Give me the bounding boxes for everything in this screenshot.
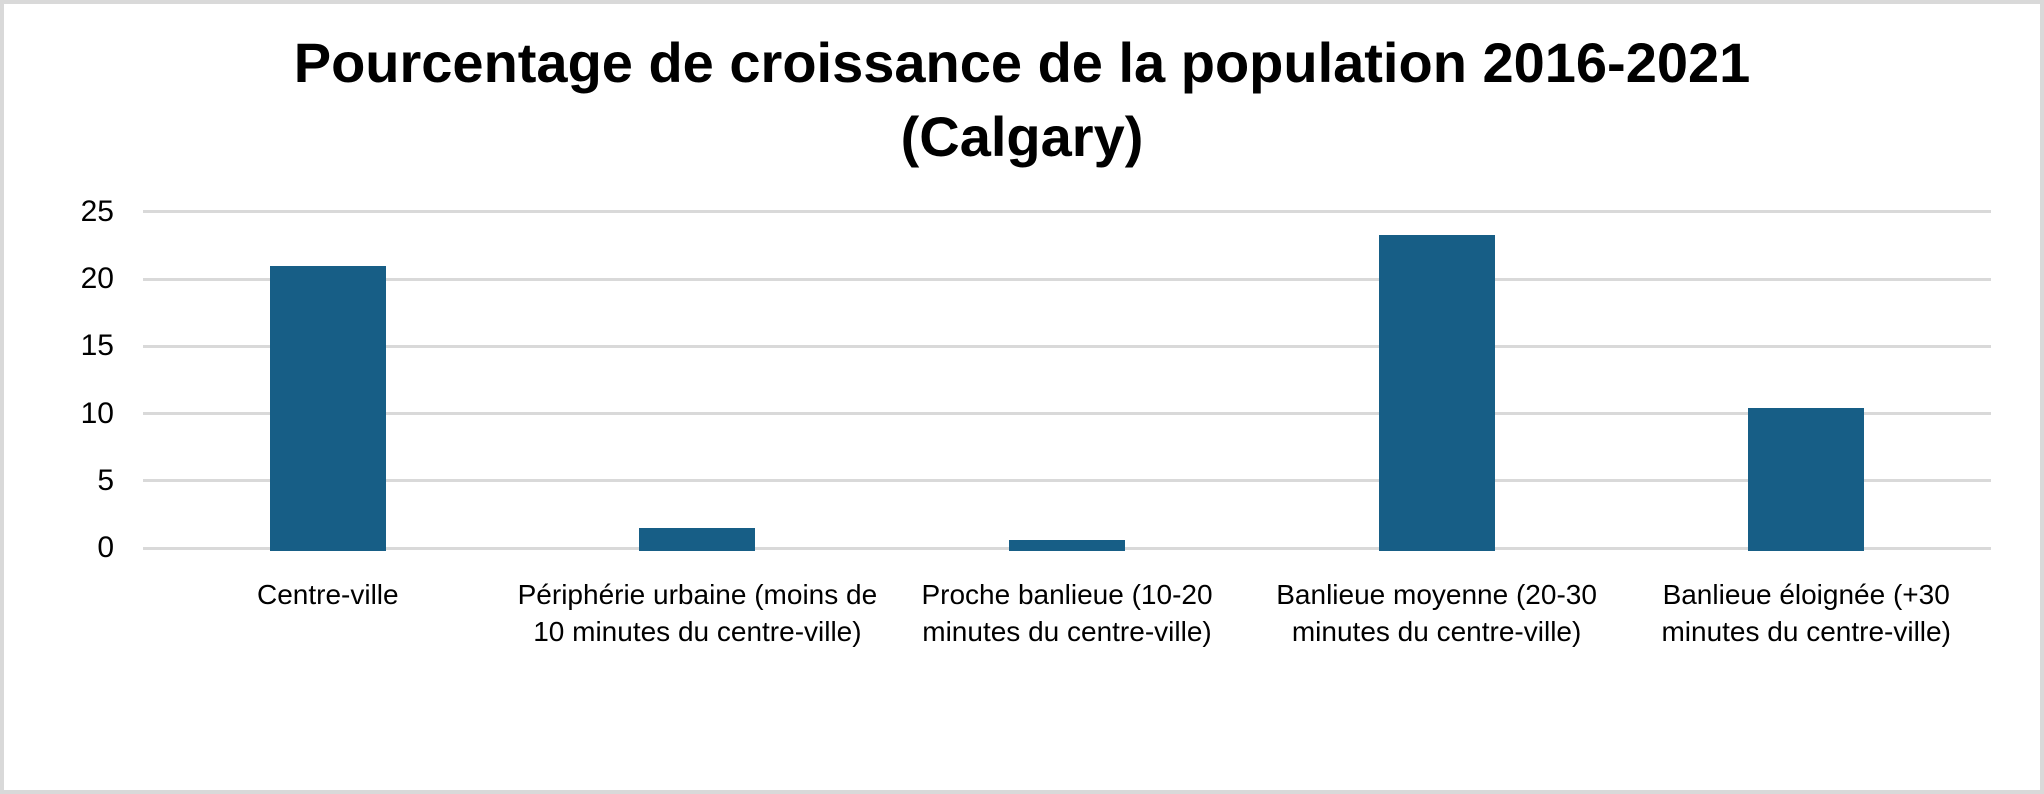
gridline bbox=[143, 412, 1991, 416]
bar-0 bbox=[269, 265, 386, 551]
chart-title: Pourcentage de croissance de la populati… bbox=[293, 31, 1751, 168]
bar-2 bbox=[1009, 540, 1125, 551]
y-tick-label: 10 bbox=[80, 396, 114, 430]
gridline bbox=[143, 277, 1991, 281]
gridline bbox=[143, 344, 1991, 348]
x-category-label: Banlieue moyenne (20-30 minutes du centr… bbox=[1276, 579, 1597, 647]
y-tick-label: 20 bbox=[80, 262, 114, 296]
x-category-label: Banlieue éloignée (+30 minutes du centre… bbox=[1661, 579, 1951, 647]
y-tick-label: 15 bbox=[80, 329, 114, 363]
y-tick-label: 0 bbox=[97, 531, 114, 565]
y-tick-label: 5 bbox=[97, 463, 114, 497]
bar-3 bbox=[1378, 234, 1495, 551]
y-tick-label: 25 bbox=[80, 194, 114, 228]
bar-1 bbox=[639, 528, 756, 551]
x-category-label: Centre-ville bbox=[256, 579, 399, 610]
x-category-label: Périphérie urbaine (moins de 10 minutes … bbox=[517, 579, 878, 647]
x-category-label: Proche banlieue (10-20 minutes du centre… bbox=[921, 579, 1213, 647]
gridline bbox=[143, 210, 1991, 214]
bar-4 bbox=[1748, 408, 1865, 551]
gridline bbox=[143, 479, 1991, 483]
